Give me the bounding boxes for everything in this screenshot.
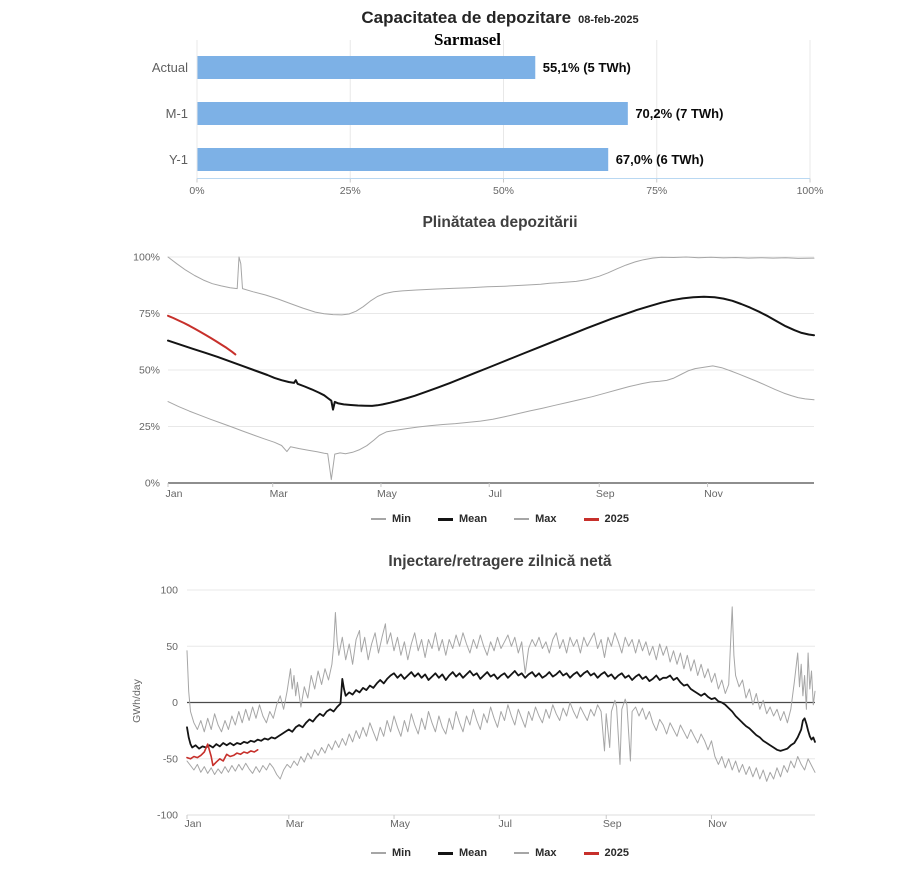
legend-label: Max bbox=[535, 847, 557, 859]
legend-item-mean[interactable]: Mean bbox=[437, 513, 488, 525]
bar-category-label: Y-1 bbox=[169, 152, 188, 167]
report-date: 08-feb-2025 bbox=[578, 14, 639, 26]
series-mean-line bbox=[186, 670, 816, 752]
y-tick-label: -50 bbox=[163, 753, 178, 765]
y-tick-label: 0 bbox=[172, 697, 178, 709]
series-min-line bbox=[186, 698, 816, 782]
bar-category-label: Actual bbox=[152, 60, 188, 75]
bar-y-1[interactable] bbox=[197, 148, 609, 171]
legend-swatch-2025 bbox=[583, 517, 599, 521]
fullness-line-chart: 0% 25% 50% 75% 100% Jan Mar May Jul Sep Nov bbox=[133, 252, 815, 500]
y-tick-label: 50% bbox=[139, 365, 160, 377]
legend-swatch-max bbox=[514, 518, 530, 520]
bar-x-tick-label: 75% bbox=[646, 185, 667, 197]
x-tick-label: Nov bbox=[708, 818, 727, 830]
legend-swatch-max bbox=[514, 852, 530, 854]
legend-swatch-mean bbox=[437, 851, 453, 855]
legend-item-max[interactable]: Max bbox=[514, 847, 557, 859]
legend-label: Min bbox=[392, 513, 411, 525]
legend-label: Max bbox=[535, 513, 557, 525]
bar-x-tick-label: 50% bbox=[493, 185, 514, 197]
legend-label: 2025 bbox=[604, 513, 629, 525]
legend-item-min[interactable]: Min bbox=[371, 513, 411, 525]
fullness-legend: Min Mean Max 2025 bbox=[85, 511, 915, 527]
bar-actual[interactable] bbox=[197, 56, 536, 79]
x-tick-label: Mar bbox=[286, 818, 305, 830]
legend-item-2025[interactable]: 2025 bbox=[583, 847, 629, 859]
y-tick-label: 50 bbox=[166, 641, 178, 653]
legend-item-min[interactable]: Min bbox=[371, 847, 411, 859]
series-min-line bbox=[167, 365, 815, 481]
bar-m-1[interactable] bbox=[197, 102, 628, 125]
y-tick-label: -100 bbox=[157, 810, 178, 822]
legend-item-max[interactable]: Max bbox=[514, 513, 557, 525]
legend-label: Mean bbox=[458, 847, 488, 859]
netflow-chart-title: Injectare/retragere zilnică netă bbox=[388, 553, 612, 570]
netflow-legend: Min Mean Max 2025 bbox=[85, 845, 915, 861]
legend-swatch-min bbox=[371, 852, 387, 854]
y-tick-label: 100 bbox=[160, 585, 178, 597]
series-mean-line bbox=[167, 295, 815, 411]
capacity-chart-title: Capacitatea de depozitare 08-feb-2025 bbox=[85, 8, 915, 28]
site-subtitle: Sarmasel bbox=[433, 30, 502, 49]
legend-swatch-min bbox=[371, 518, 387, 520]
bar-x-tick-label: 0% bbox=[189, 185, 204, 197]
y-tick-label: 0% bbox=[145, 478, 160, 490]
fullness-chart-title: Plinătatea depozitării bbox=[422, 214, 578, 231]
legend-label: 2025 bbox=[604, 847, 629, 859]
series-2025-line bbox=[167, 314, 237, 356]
capacity-bar-chart: 0% 25% 50% 75% 100% Actual 55,1% (5 TWh) M-1 70,… bbox=[152, 40, 824, 197]
x-tick-label: May bbox=[390, 818, 411, 830]
bar-value-label: 67,0% (6 TWh) bbox=[616, 152, 704, 167]
legend-label: Mean bbox=[458, 513, 488, 525]
x-tick-label: Mar bbox=[270, 488, 289, 500]
x-tick-label: Jan bbox=[166, 488, 183, 500]
series-max-line bbox=[167, 256, 815, 316]
legend-swatch-2025 bbox=[583, 851, 599, 855]
legend-swatch-mean bbox=[437, 517, 453, 521]
x-tick-label: Nov bbox=[704, 488, 723, 500]
bar-x-tick-label: 25% bbox=[340, 185, 361, 197]
capacity-title-text: Capacitatea de depozitare bbox=[361, 8, 572, 27]
legend-label: Min bbox=[392, 847, 411, 859]
bar-value-label: 55,1% (5 TWh) bbox=[543, 60, 631, 75]
bar-value-label: 70,2% (7 TWh) bbox=[635, 106, 723, 121]
x-tick-label: Jul bbox=[499, 818, 512, 830]
netflow-line-chart: -100 -50 0 50 100 Jan Mar May Jul Sep Nov bbox=[157, 585, 816, 830]
series-2025-line bbox=[186, 743, 259, 767]
bar-category-label: M-1 bbox=[166, 106, 188, 121]
y-tick-label: 25% bbox=[139, 421, 160, 433]
x-tick-label: May bbox=[377, 488, 398, 500]
legend-item-mean[interactable]: Mean bbox=[437, 847, 488, 859]
x-tick-label: Jan bbox=[185, 818, 202, 830]
x-tick-label: Sep bbox=[596, 488, 615, 500]
y-tick-label: 75% bbox=[139, 308, 160, 320]
y-tick-label: 100% bbox=[133, 252, 160, 264]
x-tick-label: Sep bbox=[603, 818, 622, 830]
bar-x-tick-label: 100% bbox=[797, 185, 824, 197]
legend-item-2025[interactable]: 2025 bbox=[583, 513, 629, 525]
x-tick-label: Jul bbox=[489, 488, 502, 500]
series-max-line bbox=[186, 606, 816, 733]
